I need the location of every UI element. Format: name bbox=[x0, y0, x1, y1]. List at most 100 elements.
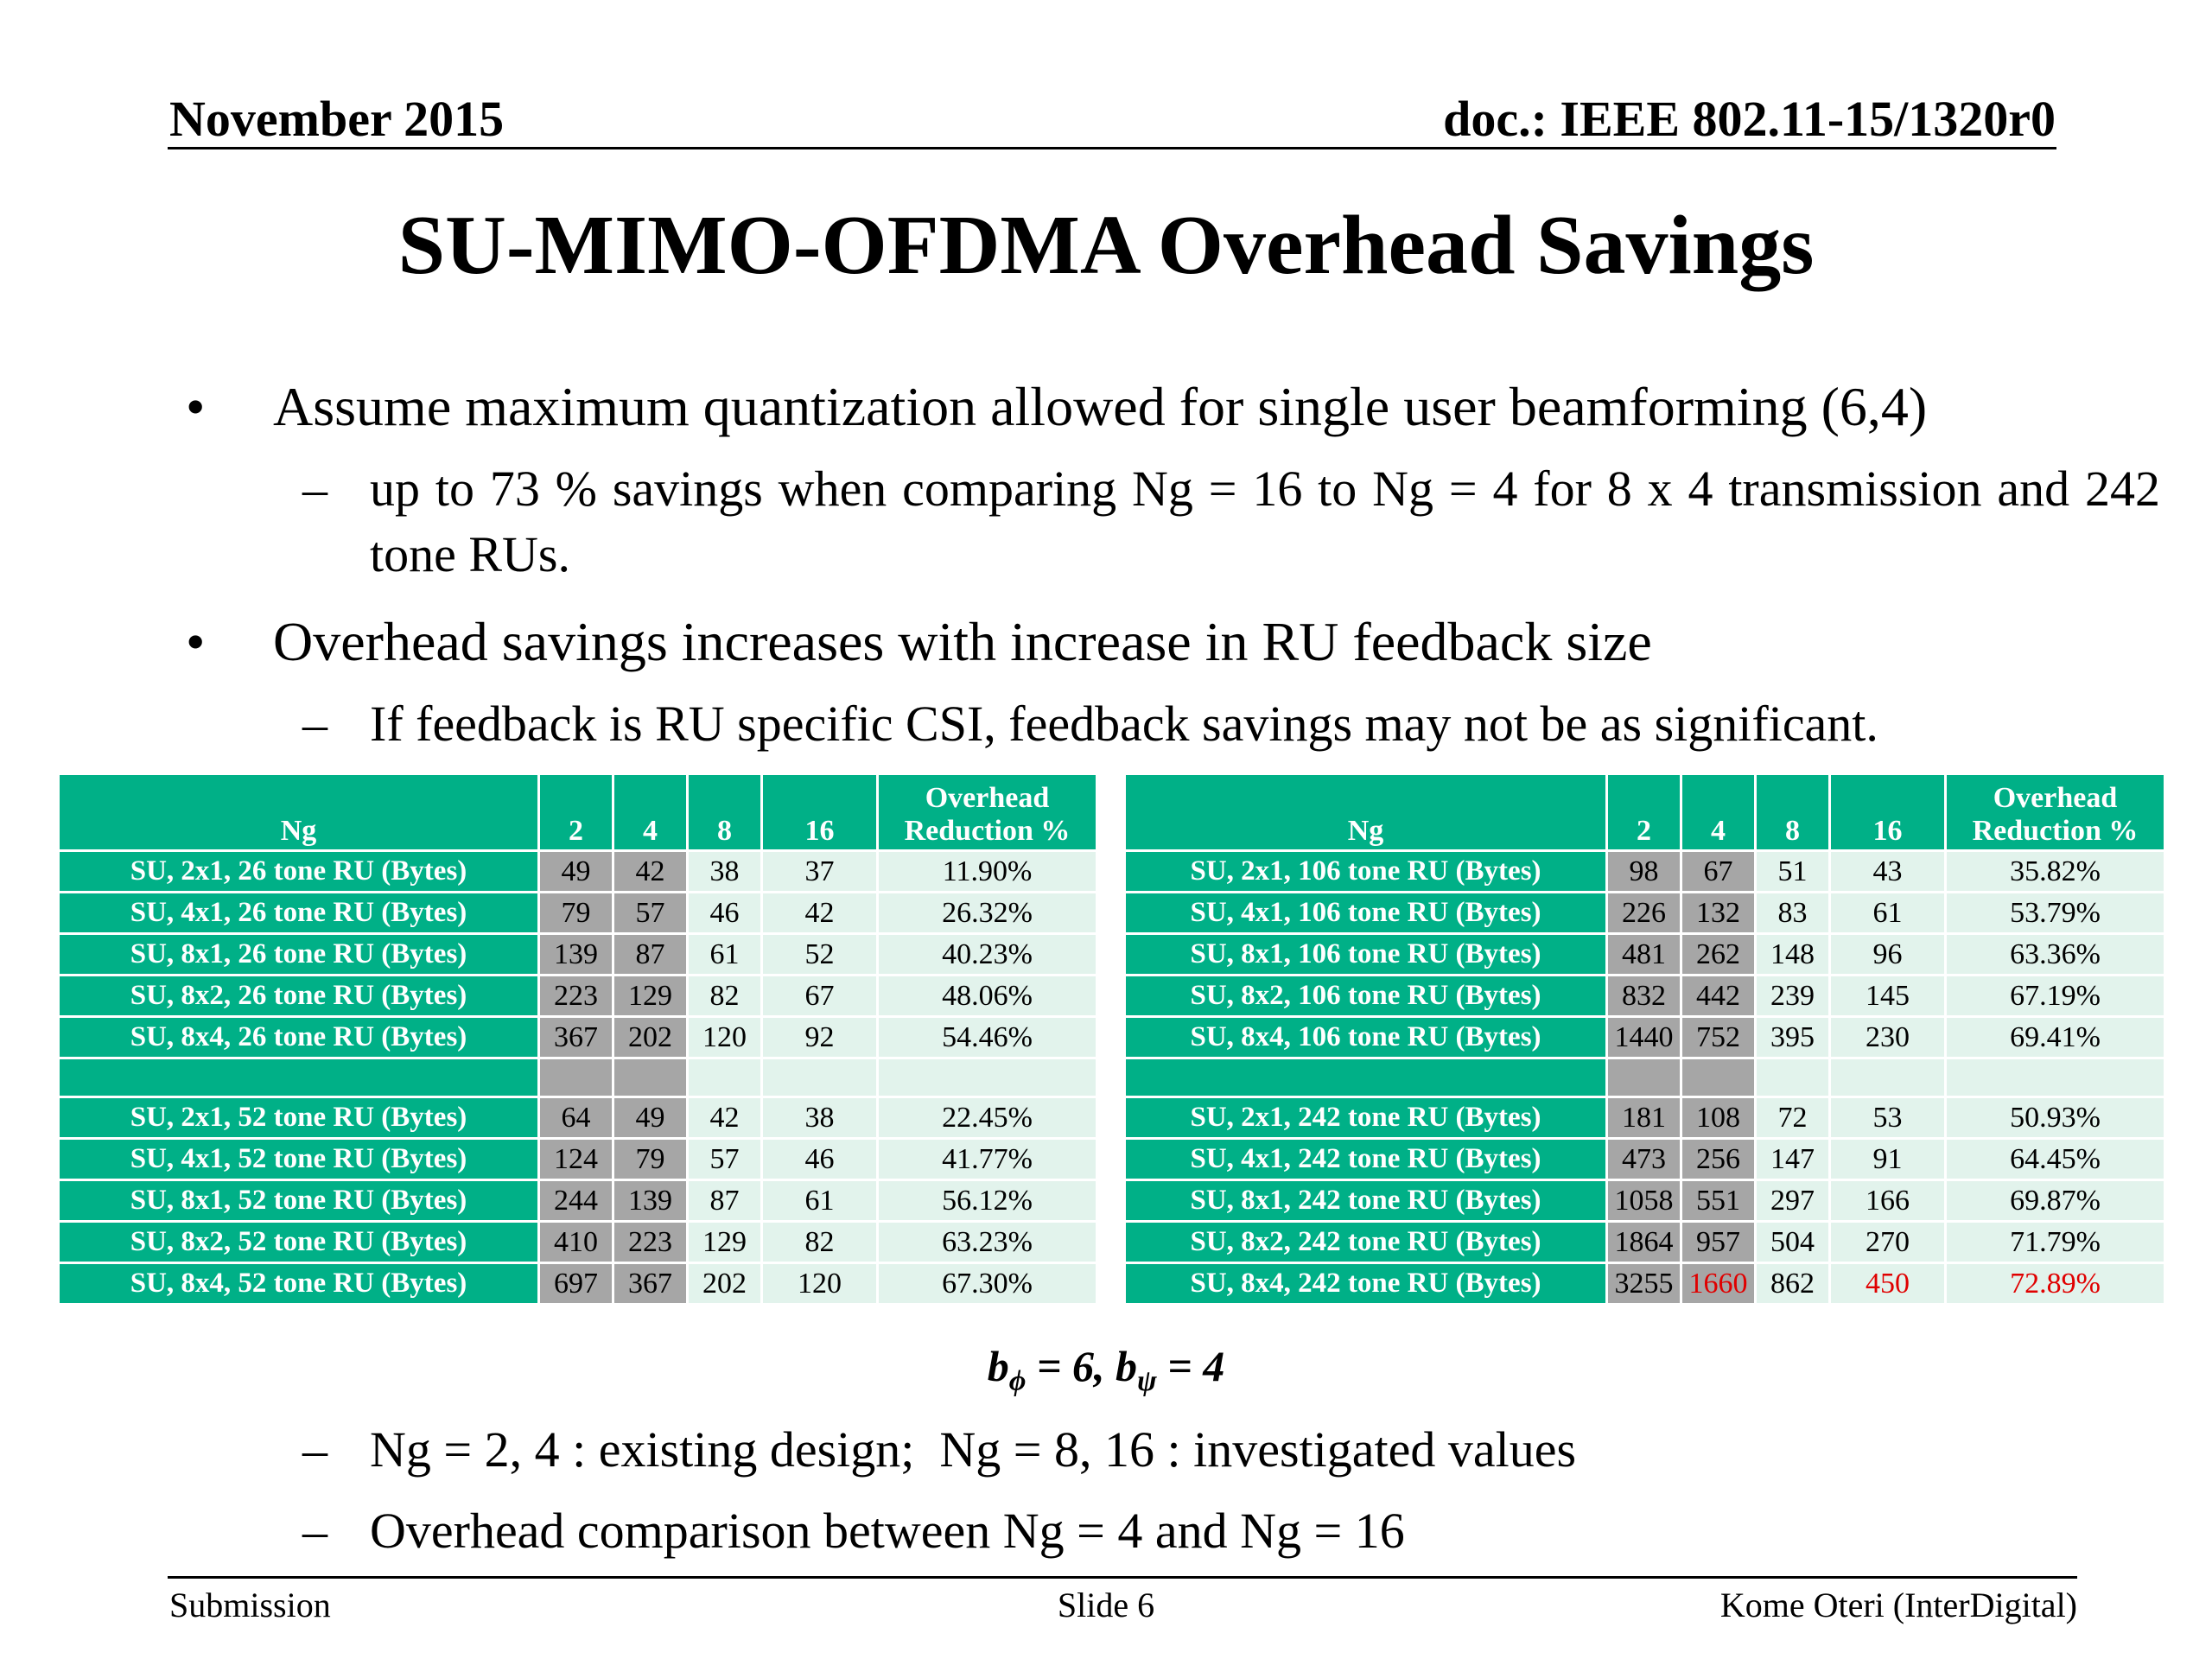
table-cell: 82 bbox=[686, 974, 763, 1018]
table-cell: 72.89% bbox=[1944, 1262, 2166, 1306]
table-cell: 46 bbox=[686, 891, 763, 935]
table-cell: 87 bbox=[612, 932, 689, 976]
table-cell: 239 bbox=[1754, 974, 1831, 1018]
quantization-formula: bϕ = 6, bψ = 4 bbox=[0, 1341, 2212, 1398]
table-cell: 410 bbox=[537, 1220, 614, 1264]
table-cell: 450 bbox=[1828, 1262, 1947, 1306]
column-header: Overhead Reduction % bbox=[1944, 772, 2166, 852]
column-header: 16 bbox=[760, 772, 879, 852]
table-cell: 91 bbox=[1828, 1137, 1947, 1181]
table-row: SU, 8x2, 26 tone RU (Bytes) 223 129 82 67 48.… bbox=[57, 974, 1098, 1018]
table-cell: 57 bbox=[612, 891, 689, 935]
row-label: SU, 8x4, 106 tone RU (Bytes) bbox=[1123, 1015, 1608, 1059]
column-header: Ng bbox=[1123, 772, 1608, 852]
table-cell: 42 bbox=[686, 1096, 763, 1140]
table-row: SU, 2x1, 106 tone RU (Bytes) 98 67 51 43 35.8… bbox=[1123, 849, 2166, 893]
row-label: SU, 8x1, 26 tone RU (Bytes) bbox=[57, 932, 540, 976]
table-row: SU, 8x4, 242 tone RU (Bytes) 3255 1660 862 4… bbox=[1123, 1262, 2166, 1306]
table-cell: 1058 bbox=[1605, 1179, 1682, 1223]
row-label: SU, 2x1, 52 tone RU (Bytes) bbox=[57, 1096, 540, 1140]
row-label bbox=[57, 1057, 540, 1098]
table-cell: 63.23% bbox=[876, 1220, 1098, 1264]
table-cell: 38 bbox=[686, 849, 763, 893]
table-cell: 551 bbox=[1680, 1179, 1757, 1223]
table-cell: 46 bbox=[760, 1137, 879, 1181]
column-header: 8 bbox=[1754, 772, 1831, 852]
table-cell: 71.79% bbox=[1944, 1220, 2166, 1264]
note-2: Overhead comparison between Ng = 4 and N… bbox=[370, 1503, 1405, 1559]
table-cell: 40.23% bbox=[876, 932, 1098, 976]
row-label: SU, 8x2, 52 tone RU (Bytes) bbox=[57, 1220, 540, 1264]
table-row: SU, 8x1, 26 tone RU (Bytes) 139 87 61 52 40.2… bbox=[57, 932, 1098, 976]
footer-slide-number: Slide 6 bbox=[1057, 1586, 1155, 1624]
table-cell: 1864 bbox=[1605, 1220, 1682, 1264]
table-cell: 166 bbox=[1828, 1179, 1947, 1223]
table-row: SU, 8x1, 52 tone RU (Bytes) 244 139 87 61 56.… bbox=[57, 1179, 1098, 1223]
table-cell: 132 bbox=[1680, 891, 1757, 935]
table-cell: 11.90% bbox=[876, 849, 1098, 893]
footer-divider bbox=[168, 1576, 2077, 1579]
table-cell: 67 bbox=[760, 974, 879, 1018]
table-cell: 244 bbox=[537, 1179, 614, 1223]
table-cell: 129 bbox=[686, 1220, 763, 1264]
bullet-1-subtext: up to 73 % savings when comparing Ng = 1… bbox=[370, 461, 2160, 582]
row-label: SU, 8x2, 242 tone RU (Bytes) bbox=[1123, 1220, 1608, 1264]
table-cell: 270 bbox=[1828, 1220, 1947, 1264]
table-cell: 367 bbox=[537, 1015, 614, 1059]
table-header-row: Ng 2 4 8 16 Overhead Reduction % bbox=[57, 772, 1098, 852]
table-row: SU, 4x1, 52 tone RU (Bytes) 124 79 57 46 41.7… bbox=[57, 1137, 1098, 1181]
table-cell bbox=[537, 1057, 614, 1098]
table-cell: 64 bbox=[537, 1096, 614, 1140]
column-header: 16 bbox=[1828, 772, 1947, 852]
note-1: Ng = 2, 4 : existing design; Ng = 8, 16 … bbox=[370, 1421, 1577, 1478]
row-label: SU, 8x4, 242 tone RU (Bytes) bbox=[1123, 1262, 1608, 1306]
row-label: SU, 8x2, 26 tone RU (Bytes) bbox=[57, 974, 540, 1018]
table-row: SU, 8x4, 52 tone RU (Bytes) 697 367 202 120 6… bbox=[57, 1262, 1098, 1306]
dash-marker: – bbox=[302, 1503, 327, 1559]
table-cell: 42 bbox=[612, 849, 689, 893]
table-cell: 67 bbox=[1680, 849, 1757, 893]
table-cell: 61 bbox=[686, 932, 763, 976]
row-label: SU, 4x1, 52 tone RU (Bytes) bbox=[57, 1137, 540, 1181]
table-cell: 67.19% bbox=[1944, 974, 2166, 1018]
row-label: SU, 2x1, 106 tone RU (Bytes) bbox=[1123, 849, 1608, 893]
table-cell: 262 bbox=[1680, 932, 1757, 976]
row-label: SU, 4x1, 242 tone RU (Bytes) bbox=[1123, 1137, 1608, 1181]
slide-title: SU-MIMO-OFDMA Overhead Savings bbox=[397, 199, 1815, 292]
table-row: SU, 8x2, 242 tone RU (Bytes) 1864 957 504 27… bbox=[1123, 1220, 2166, 1264]
table-cell: 139 bbox=[537, 932, 614, 976]
column-header: 4 bbox=[1680, 772, 1757, 852]
bullet-2-text: Overhead savings increases with increase… bbox=[273, 611, 1652, 672]
table-cell bbox=[760, 1057, 879, 1098]
table-cell: 202 bbox=[686, 1262, 763, 1306]
table-row: SU, 2x1, 26 tone RU (Bytes) 49 42 38 37 11.90… bbox=[57, 849, 1098, 893]
table-cell: 61 bbox=[760, 1179, 879, 1223]
table-cell: 69.41% bbox=[1944, 1015, 2166, 1059]
table-cell bbox=[686, 1057, 763, 1098]
table-cell: 256 bbox=[1680, 1137, 1757, 1181]
table-cell bbox=[612, 1057, 689, 1098]
table-cell: 42 bbox=[760, 891, 879, 935]
header-date: November 2015 bbox=[169, 91, 505, 147]
table-cell: 226 bbox=[1605, 891, 1682, 935]
table-cell: 50.93% bbox=[1944, 1096, 2166, 1140]
table-cell: 52 bbox=[760, 932, 879, 976]
row-label: SU, 2x1, 26 tone RU (Bytes) bbox=[57, 849, 540, 893]
footer-author: Kome Oteri (InterDigital) bbox=[1719, 1586, 2077, 1624]
table-cell: 145 bbox=[1828, 974, 1947, 1018]
table-cell: 54.46% bbox=[876, 1015, 1098, 1059]
dash-marker: – bbox=[302, 461, 327, 517]
table-cell: 92 bbox=[760, 1015, 879, 1059]
table-cell: 35.82% bbox=[1944, 849, 2166, 893]
table-cell: 473 bbox=[1605, 1137, 1682, 1181]
table-cell: 57 bbox=[686, 1137, 763, 1181]
table-cell: 79 bbox=[612, 1137, 689, 1181]
table-cell: 124 bbox=[537, 1137, 614, 1181]
column-header: 8 bbox=[686, 772, 763, 852]
table-cell: 139 bbox=[612, 1179, 689, 1223]
table-cell bbox=[1605, 1057, 1682, 1098]
table-cell: 22.45% bbox=[876, 1096, 1098, 1140]
table-row: SU, 8x4, 26 tone RU (Bytes) 367 202 120 92 54… bbox=[57, 1015, 1098, 1059]
table-cell: 64.45% bbox=[1944, 1137, 2166, 1181]
table-cell: 832 bbox=[1605, 974, 1682, 1018]
